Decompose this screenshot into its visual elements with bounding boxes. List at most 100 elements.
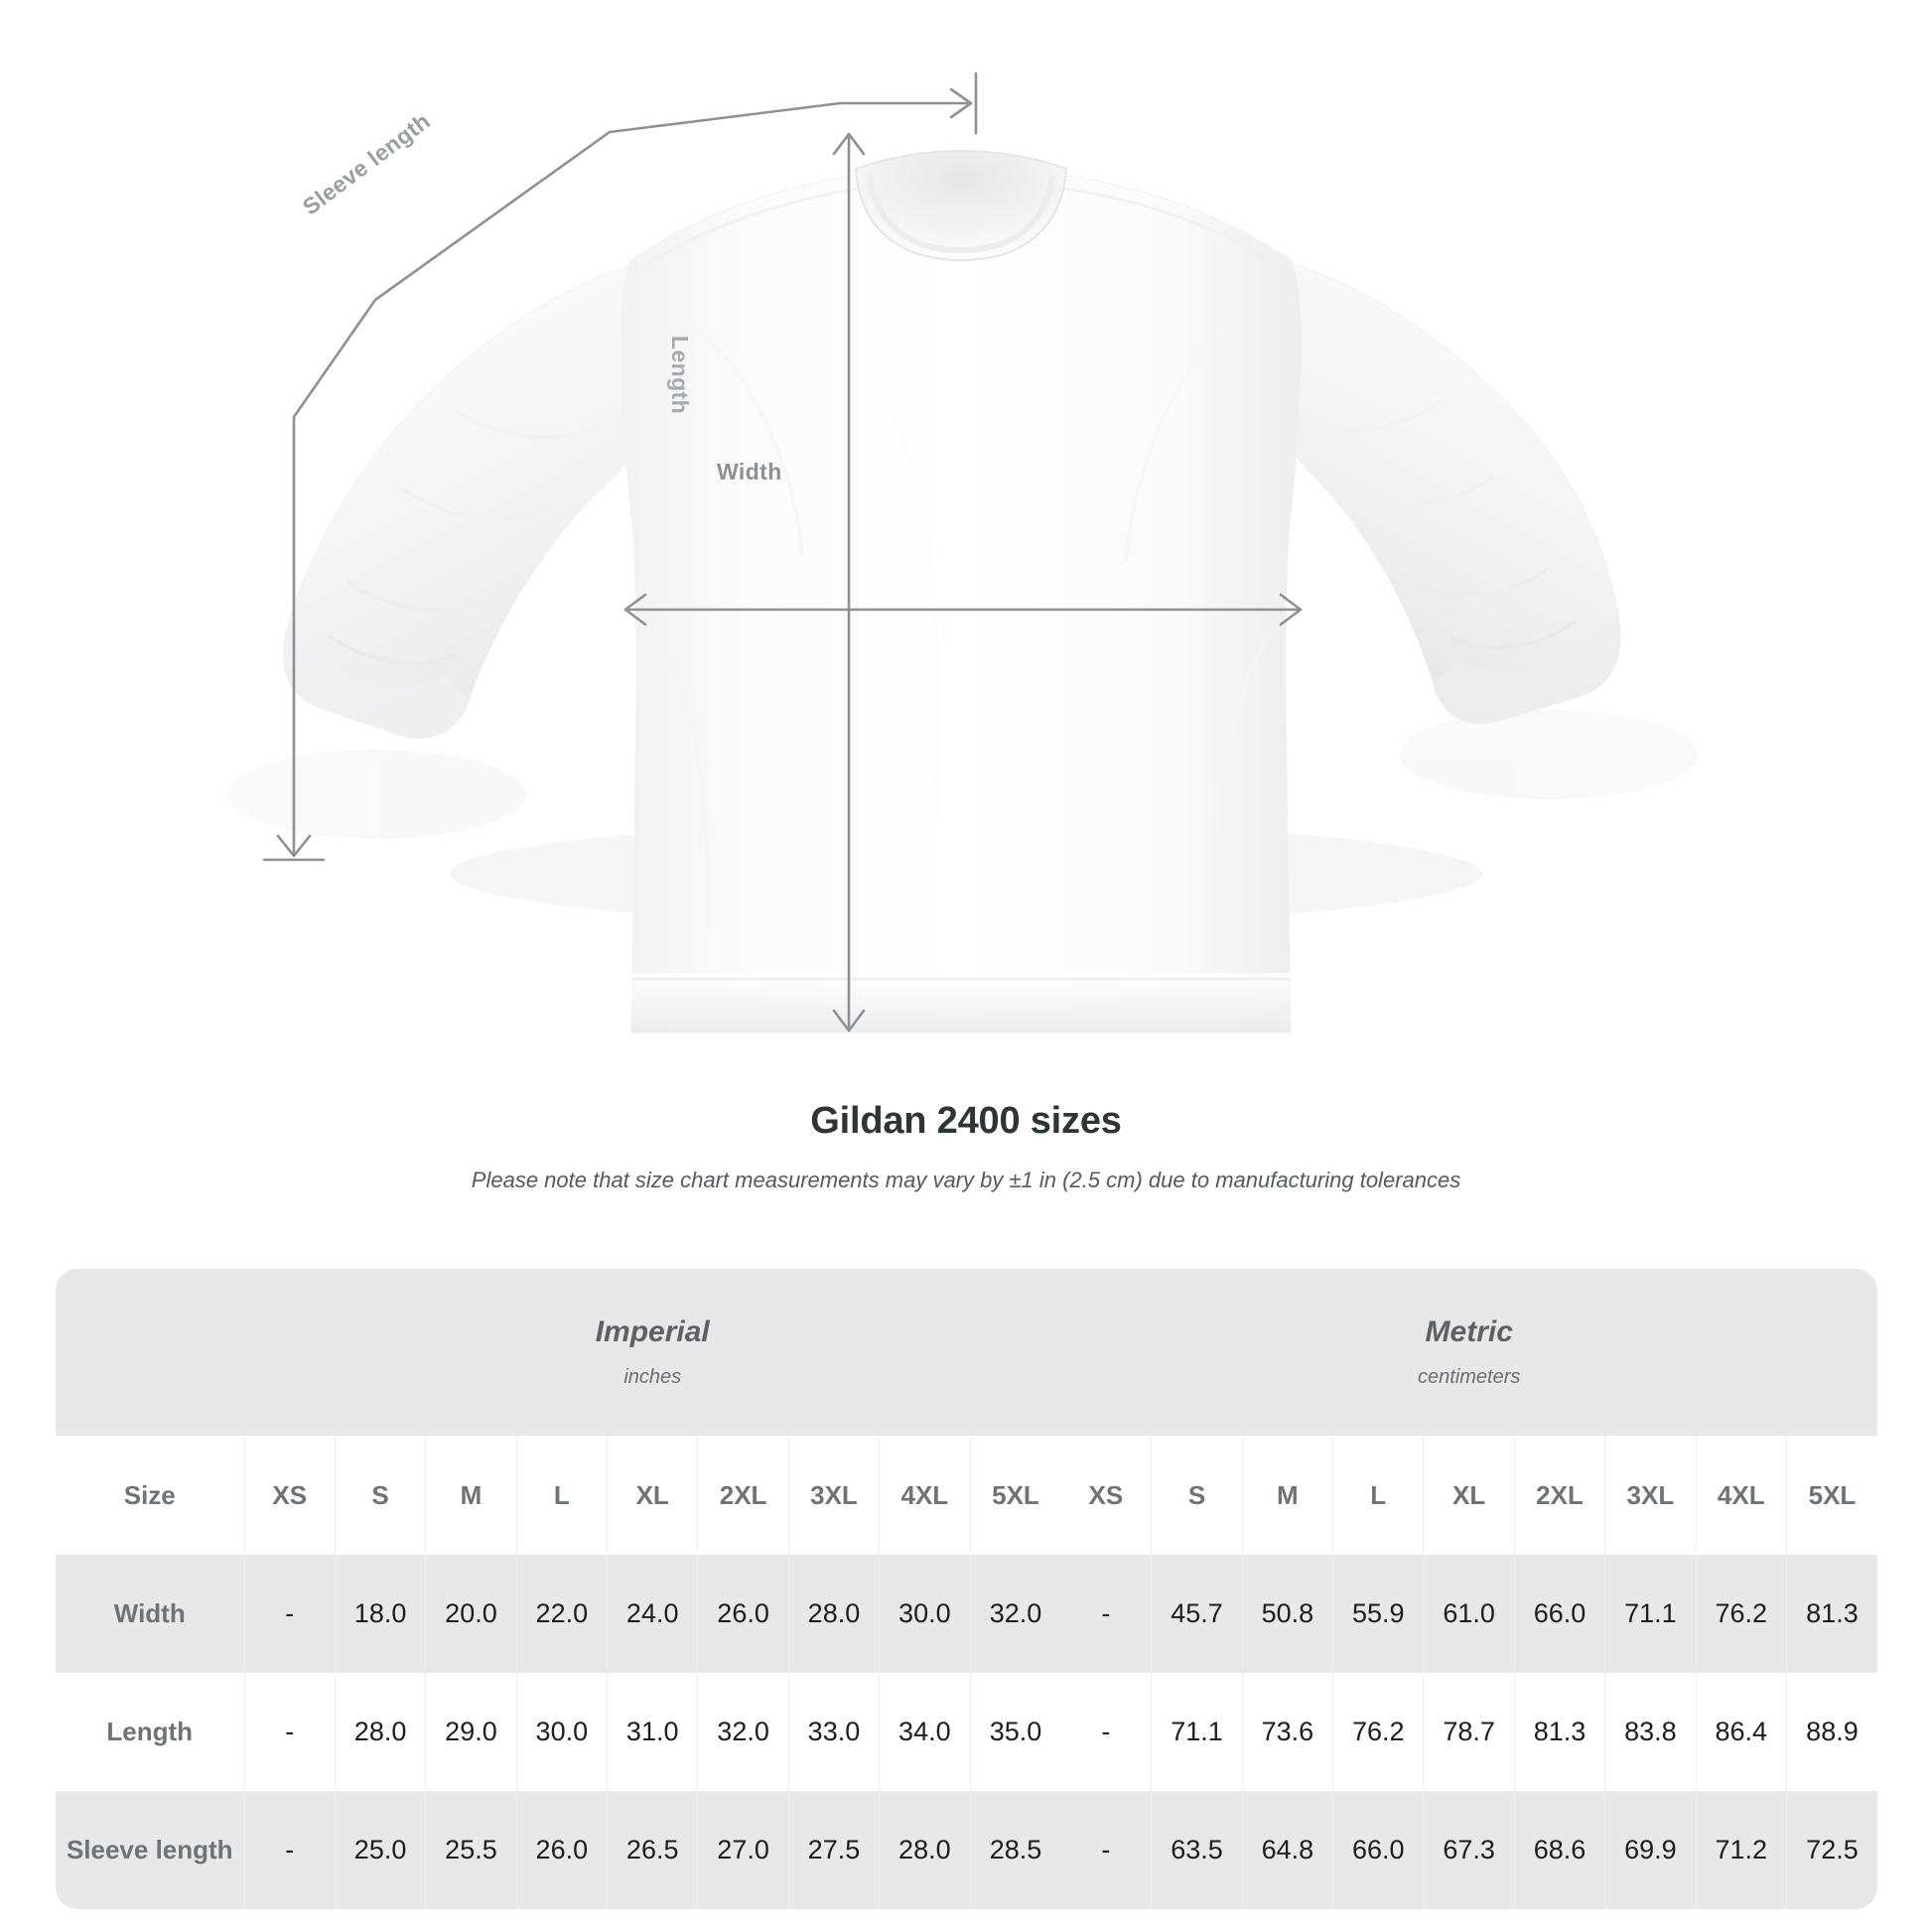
width-label: Width bbox=[717, 459, 782, 484]
cell-width-imperial-xl: 24.0 bbox=[607, 1555, 698, 1673]
size-header-imperial-2xl: 2XL bbox=[697, 1436, 789, 1555]
cell-sleeve-length-imperial-4xl: 28.0 bbox=[879, 1791, 971, 1909]
cell-length-metric-3xl: 83.8 bbox=[1604, 1673, 1697, 1791]
cell-sleeve-length-imperial-s: 25.0 bbox=[334, 1791, 426, 1909]
cell-length-metric-2xl: 81.3 bbox=[1513, 1673, 1605, 1791]
cell-sleeve-length-metric-xs: - bbox=[1060, 1791, 1152, 1909]
cell-width-imperial-3xl: 28.0 bbox=[787, 1555, 880, 1673]
cell-width-metric-s: 45.7 bbox=[1151, 1555, 1243, 1673]
cell-sleeve-length-metric-3xl: 69.9 bbox=[1604, 1791, 1697, 1909]
size-chart-table: Imperial inches Metric centimeters Size XS S M L… bbox=[56, 1269, 1877, 1909]
row-label-sleeve-length: Sleeve length bbox=[56, 1791, 245, 1909]
cell-width-imperial-5xl: 32.0 bbox=[969, 1555, 1061, 1673]
unit-subtitle: centimeters bbox=[1418, 1365, 1521, 1388]
cell-length-imperial-l: 30.0 bbox=[515, 1673, 608, 1791]
cell-sleeve-length-imperial-m: 25.5 bbox=[425, 1791, 517, 1909]
unit-group-metric: Metric centimeters bbox=[1060, 1269, 1877, 1436]
length-line bbox=[832, 132, 866, 1033]
cell-length-imperial-4xl: 34.0 bbox=[879, 1673, 971, 1791]
cell-length-imperial-m: 29.0 bbox=[425, 1673, 517, 1791]
measurement-lines bbox=[262, 71, 1303, 1033]
size-header-imperial-5xl: 5XL bbox=[969, 1436, 1061, 1555]
cell-width-metric-2xl: 66.0 bbox=[1513, 1555, 1605, 1673]
length-label: Length bbox=[667, 336, 693, 415]
shirt-body bbox=[620, 149, 1303, 1034]
right-sleeve bbox=[1279, 262, 1621, 724]
cell-width-metric-m: 50.8 bbox=[1241, 1555, 1333, 1673]
cell-width-metric-xl: 61.0 bbox=[1423, 1555, 1515, 1673]
page-subtitle: Please note that size chart measurements… bbox=[471, 1168, 1461, 1192]
size-header-metric-xl: XL bbox=[1423, 1436, 1515, 1555]
width-line bbox=[623, 593, 1303, 626]
cell-length-metric-5xl: 88.9 bbox=[1785, 1673, 1877, 1791]
unit-group-imperial: Imperial inches bbox=[244, 1269, 1061, 1436]
cell-sleeve-length-imperial-xl: 26.5 bbox=[607, 1791, 698, 1909]
unit-name: Imperial bbox=[595, 1315, 710, 1349]
cell-sleeve-length-imperial-5xl: 28.5 bbox=[969, 1791, 1061, 1909]
unit-banner-row: Imperial inches Metric centimeters bbox=[56, 1269, 1877, 1436]
size-header-metric-m: M bbox=[1241, 1436, 1333, 1555]
size-chart-table-wrapper: Imperial inches Metric centimeters Size XS S M L… bbox=[56, 1269, 1877, 1909]
size-header-metric-l: L bbox=[1332, 1436, 1424, 1555]
cell-width-metric-3xl: 71.1 bbox=[1604, 1555, 1697, 1673]
row-label-length: Length bbox=[56, 1673, 245, 1791]
cell-width-metric-5xl: 81.3 bbox=[1785, 1555, 1877, 1673]
size-header-imperial-s: S bbox=[334, 1436, 426, 1555]
cell-sleeve-length-metric-s: 63.5 bbox=[1151, 1791, 1243, 1909]
cell-width-metric-xs: - bbox=[1060, 1555, 1152, 1673]
cell-length-imperial-2xl: 32.0 bbox=[697, 1673, 789, 1791]
column-header-size: Size bbox=[56, 1436, 245, 1555]
cell-length-imperial-s: 28.0 bbox=[334, 1673, 426, 1791]
sleeve-length-line bbox=[262, 71, 978, 862]
table-header-row: Size XS S M L XL 2XL 3XL 4XL 5XL XS S M L XL 2XL 3XL 4XL 5… bbox=[56, 1436, 1877, 1555]
cell-length-metric-xl: 78.7 bbox=[1423, 1673, 1515, 1791]
size-header-metric-3xl: 3XL bbox=[1604, 1436, 1697, 1555]
cell-length-imperial-xl: 31.0 bbox=[607, 1673, 698, 1791]
cell-length-metric-l: 76.2 bbox=[1332, 1673, 1424, 1791]
cell-sleeve-length-metric-xl: 67.3 bbox=[1423, 1791, 1515, 1909]
cell-sleeve-length-imperial-l: 26.0 bbox=[515, 1791, 608, 1909]
cell-sleeve-length-metric-4xl: 71.2 bbox=[1695, 1791, 1787, 1909]
cell-length-metric-4xl: 86.4 bbox=[1695, 1673, 1787, 1791]
size-header-metric-s: S bbox=[1151, 1436, 1243, 1555]
cell-length-metric-s: 71.1 bbox=[1151, 1673, 1243, 1791]
size-header-imperial-4xl: 4XL bbox=[879, 1436, 971, 1555]
garment-illustration: Sleeve length Length Width bbox=[262, 71, 1621, 1034]
left-sleeve bbox=[282, 262, 651, 740]
cell-width-metric-4xl: 76.2 bbox=[1695, 1555, 1787, 1673]
cell-length-imperial-3xl: 33.0 bbox=[787, 1673, 880, 1791]
table-row: Sleeve length -25.0 25.5 26.0 26.5 27.0 27.5 28… bbox=[56, 1791, 1877, 1909]
size-header-metric-5xl: 5XL bbox=[1785, 1436, 1877, 1555]
cell-width-imperial-2xl: 26.0 bbox=[697, 1555, 789, 1673]
size-header-metric-2xl: 2XL bbox=[1513, 1436, 1605, 1555]
size-header-imperial-xs: XS bbox=[243, 1436, 336, 1555]
cell-length-metric-xs: - bbox=[1060, 1673, 1152, 1791]
cell-sleeve-length-imperial-xs: - bbox=[243, 1791, 336, 1909]
size-header-imperial-xl: XL bbox=[607, 1436, 698, 1555]
cell-sleeve-length-metric-5xl: 72.5 bbox=[1785, 1791, 1877, 1909]
title-block: Gildan 2400 sizes Please note that size … bbox=[0, 1100, 1932, 1193]
row-label-width: Width bbox=[56, 1555, 245, 1673]
cell-sleeve-length-metric-m: 64.8 bbox=[1241, 1791, 1333, 1909]
cell-width-imperial-4xl: 30.0 bbox=[879, 1555, 971, 1673]
cell-length-metric-m: 73.6 bbox=[1241, 1673, 1333, 1791]
size-header-metric-4xl: 4XL bbox=[1695, 1436, 1787, 1555]
cell-sleeve-length-imperial-3xl: 27.5 bbox=[787, 1791, 880, 1909]
cell-width-imperial-xs: - bbox=[243, 1555, 336, 1673]
cell-sleeve-length-metric-l: 66.0 bbox=[1332, 1791, 1424, 1909]
cell-width-metric-l: 55.9 bbox=[1332, 1555, 1424, 1673]
page-title: Gildan 2400 sizes bbox=[810, 1100, 1122, 1142]
cell-length-imperial-5xl: 35.0 bbox=[969, 1673, 1061, 1791]
size-header-imperial-3xl: 3XL bbox=[787, 1436, 880, 1555]
table-row: Width -18.0 20.0 22.0 24.0 26.0 28.0 30.0 32.0-4… bbox=[56, 1555, 1877, 1673]
cell-sleeve-length-imperial-2xl: 27.0 bbox=[697, 1791, 789, 1909]
cell-width-imperial-m: 20.0 bbox=[425, 1555, 517, 1673]
size-header-metric-xs: XS bbox=[1060, 1436, 1152, 1555]
cell-sleeve-length-metric-2xl: 68.6 bbox=[1513, 1791, 1605, 1909]
cell-length-imperial-xs: - bbox=[243, 1673, 336, 1791]
table-row: Length -28.0 29.0 30.0 31.0 32.0 33.0 34.0 35.0-… bbox=[56, 1673, 1877, 1791]
size-header-imperial-l: L bbox=[515, 1436, 608, 1555]
cell-width-imperial-l: 22.0 bbox=[515, 1555, 608, 1673]
size-header-imperial-m: M bbox=[425, 1436, 517, 1555]
unit-subtitle: inches bbox=[623, 1365, 682, 1388]
